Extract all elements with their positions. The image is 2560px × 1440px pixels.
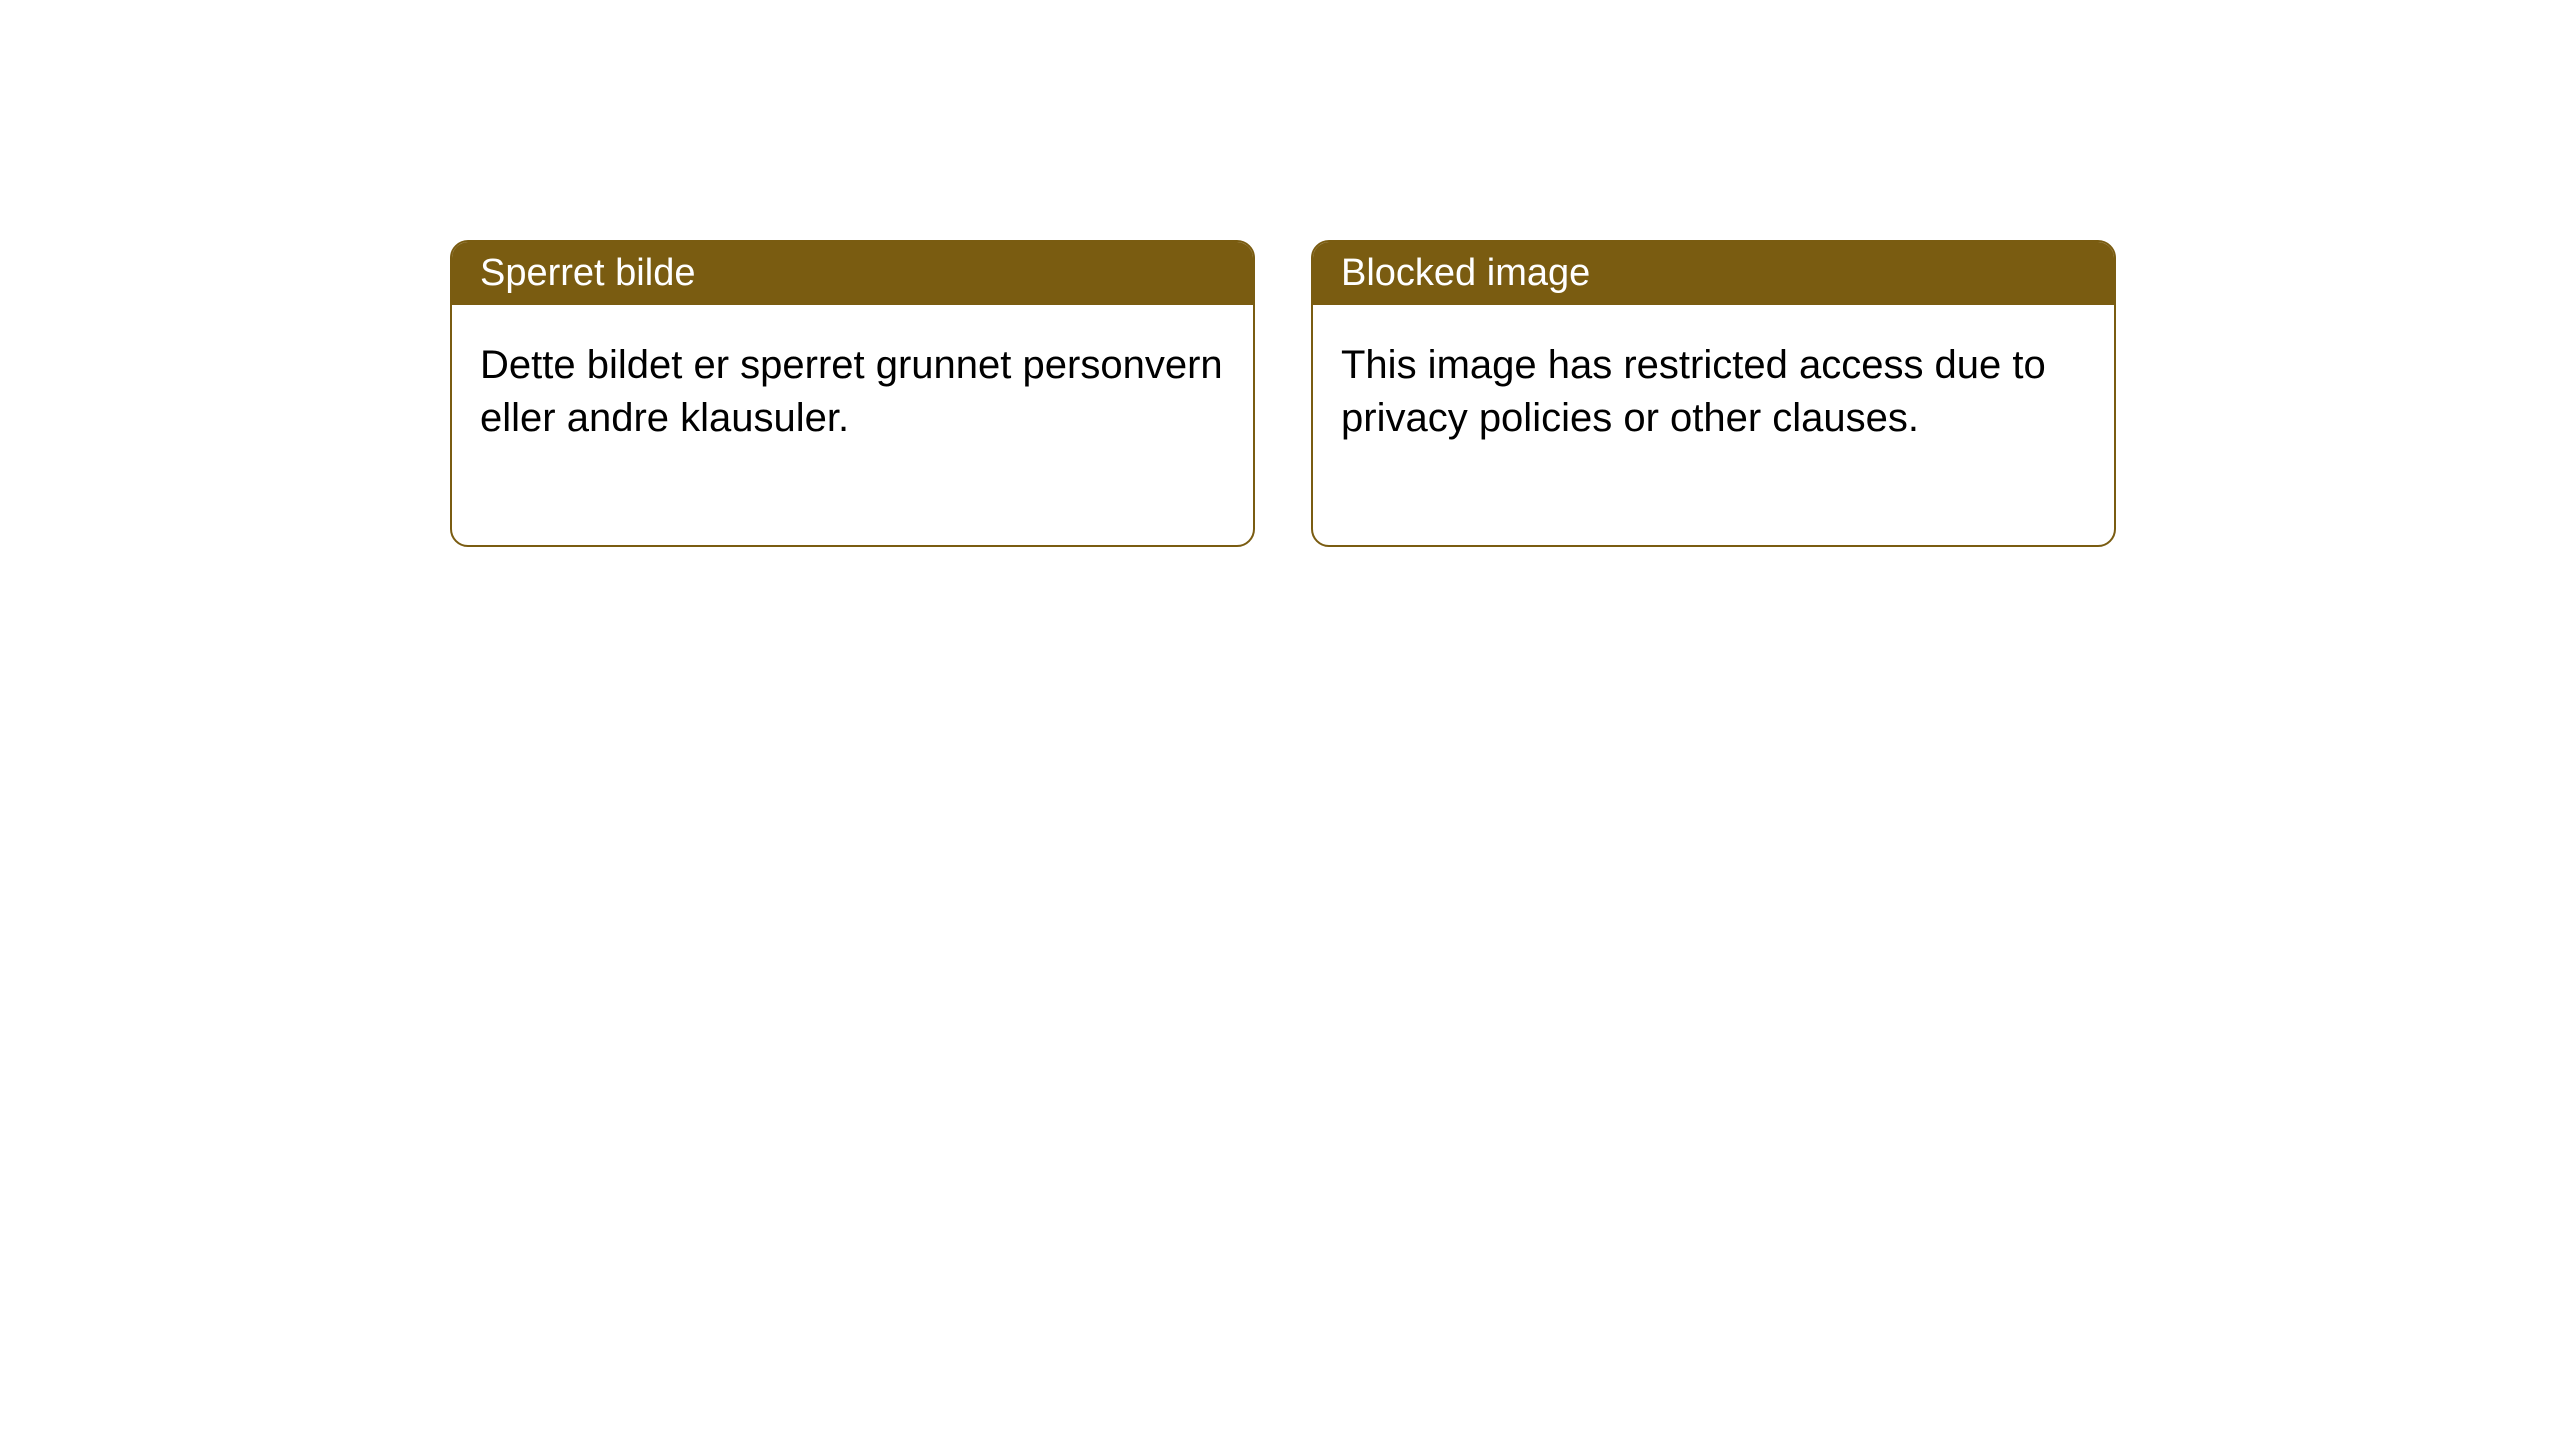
- notice-text: This image has restricted access due to …: [1341, 343, 2046, 440]
- notice-card-english: Blocked image This image has restricted …: [1311, 240, 2116, 547]
- notice-title: Sperret bilde: [480, 252, 695, 294]
- notice-card-norwegian: Sperret bilde Dette bildet er sperret gr…: [450, 240, 1255, 547]
- notice-header: Blocked image: [1313, 242, 2114, 305]
- notice-header: Sperret bilde: [452, 242, 1253, 305]
- notice-body: Dette bildet er sperret grunnet personve…: [452, 305, 1253, 545]
- notice-title: Blocked image: [1341, 252, 1590, 294]
- notice-text: Dette bildet er sperret grunnet personve…: [480, 343, 1223, 440]
- notice-container: Sperret bilde Dette bildet er sperret gr…: [0, 0, 2560, 547]
- notice-body: This image has restricted access due to …: [1313, 305, 2114, 545]
